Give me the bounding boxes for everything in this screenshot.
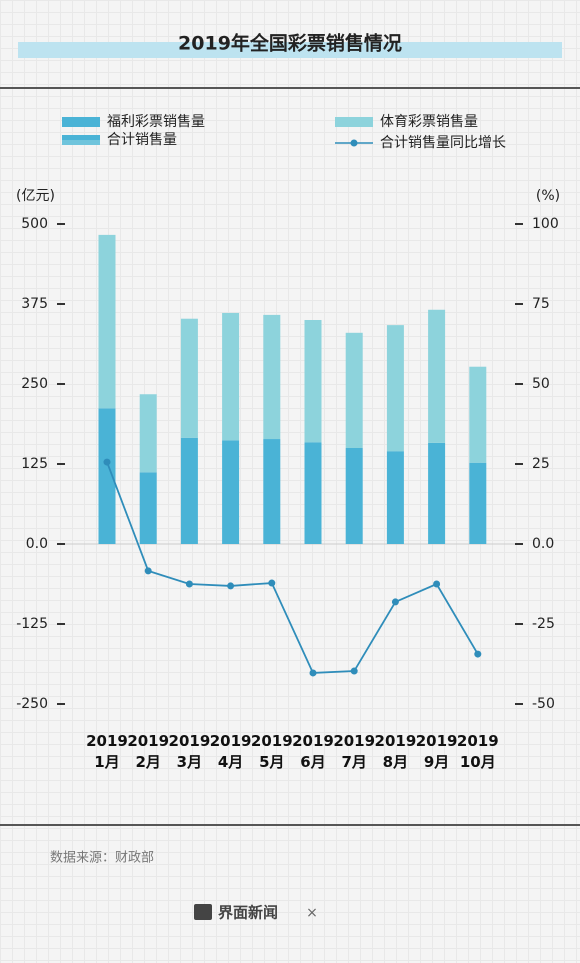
legend-label: 合计销售量 <box>107 132 177 148</box>
bar <box>345 448 363 544</box>
x-tick-label: 2019 9月 <box>415 732 458 771</box>
y2-axis-label: (%) <box>536 188 560 204</box>
point <box>185 580 193 588</box>
bar <box>139 394 157 473</box>
x-tick-label: 2019 3月 <box>168 732 211 771</box>
y-tick-label: 250 <box>21 376 48 392</box>
legend-swatch <box>62 140 100 145</box>
y-tick-label: -125 <box>16 616 48 632</box>
legend-swatch <box>62 117 100 127</box>
bar <box>345 332 363 448</box>
bar <box>263 439 281 544</box>
y2-tick-label: 50 <box>532 376 550 392</box>
bar <box>98 234 116 409</box>
bar <box>469 366 487 463</box>
bar <box>428 442 446 544</box>
line <box>106 461 479 674</box>
chart-title: 2019年全国彩票销售情况 <box>178 32 402 55</box>
y2-tick-label: 100 <box>532 216 559 232</box>
x-tick-label: 2019 6月 <box>292 732 334 771</box>
bar <box>386 325 404 452</box>
bar <box>139 472 157 544</box>
legend-dot <box>350 139 358 147</box>
y-tick-label: 375 <box>21 296 48 312</box>
x-tick-label: 2019 10月 <box>456 732 499 771</box>
point <box>103 458 111 466</box>
y-tick-label: 500 <box>21 216 48 232</box>
bar <box>222 312 240 441</box>
legend-label: 福利彩票销售量 <box>107 114 205 130</box>
bar <box>180 318 198 438</box>
x-tick-label: 2019 2月 <box>127 732 170 771</box>
title-band <box>18 42 562 58</box>
point <box>268 579 276 587</box>
legend-swatch <box>62 135 100 140</box>
bar <box>304 442 322 544</box>
y2-tick-label: 75 <box>532 296 550 312</box>
y2-tick-label: -50 <box>532 696 555 712</box>
bar <box>222 440 240 544</box>
y-tick-label: 125 <box>21 456 48 472</box>
bar <box>304 320 322 443</box>
brand-sep: × <box>306 905 318 921</box>
x-tick-label: 2019 8月 <box>374 732 417 771</box>
y2-tick-label: 0.0 <box>532 536 554 552</box>
bar <box>180 437 198 544</box>
legend-label: 合计销售量同比增长 <box>380 135 506 151</box>
bar <box>263 314 281 440</box>
x-tick-label: 2019 4月 <box>209 732 252 771</box>
brand-icon <box>194 904 212 920</box>
brand: 界面新闻 <box>218 904 278 922</box>
legend-label: 体育彩票销售量 <box>380 114 478 130</box>
x-tick-label: 2019 7月 <box>333 732 376 771</box>
bar <box>428 309 446 443</box>
point <box>350 667 358 675</box>
y2-tick-label: 25 <box>532 456 550 472</box>
point <box>227 582 235 590</box>
y-axis-label: (亿元) <box>16 188 55 204</box>
point <box>474 650 482 658</box>
y2-tick-label: -25 <box>532 616 555 632</box>
legend-swatch <box>335 117 373 127</box>
point <box>433 580 441 588</box>
y-tick-label: 0.0 <box>26 536 48 552</box>
x-tick-label: 2019 5月 <box>250 732 293 771</box>
bar <box>98 408 116 544</box>
point <box>391 598 399 606</box>
bar <box>469 462 487 544</box>
y-tick-label: -250 <box>16 696 48 712</box>
point <box>144 567 152 575</box>
x-tick-label: 2019 1月 <box>86 732 128 771</box>
source: 数据来源：财政部 <box>50 851 154 866</box>
bar <box>386 451 404 544</box>
point <box>309 669 317 677</box>
